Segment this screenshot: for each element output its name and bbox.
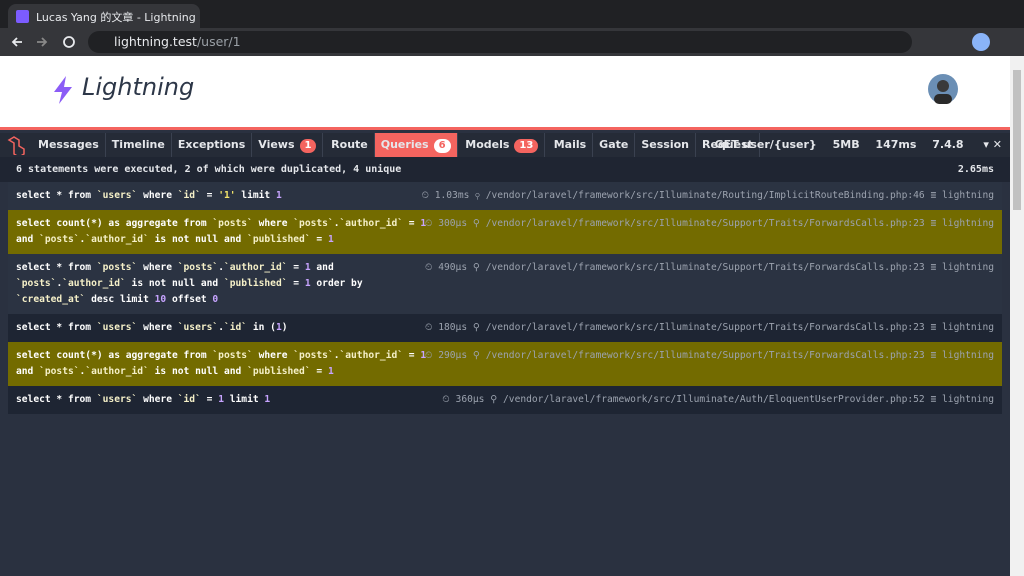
tab-label: Timeline [111,138,165,151]
summary-text: 6 statements were executed, 2 of which w… [16,164,402,175]
tab-label: Views [258,138,295,151]
tab-label: Models [465,138,510,151]
query-connection: lightning [942,190,994,201]
query-meta: ⏲ 300μs ⚲ /vendor/laravel/framework/src/… [424,218,994,229]
debugbar-tab[interactable]: Mails [548,133,594,157]
query-summary: 6 statements were executed, 2 of which w… [0,157,1010,182]
debugbar-tab[interactable]: Views 1 [252,133,324,157]
query-source: /vendor/laravel/framework/src/Illuminate… [485,262,925,273]
query-sql: select count(*) as aggregate from `posts… [16,350,427,377]
debugbar-tab[interactable]: Messages [32,133,106,157]
toolbar-controls[interactable]: ▾ ✕ [983,138,1002,151]
query-row[interactable]: select * from `posts` where `posts`.`aut… [8,254,1002,314]
query-meta: ⏲ 1.03ms ⚲ /vendor/laravel/framework/src… [421,190,994,201]
memory-info: 5MB [832,138,860,151]
query-time: 1.03ms [434,190,470,201]
tab-badge: 6 [433,139,451,153]
query-time: 300μs [438,218,468,229]
browser-tab[interactable]: Lucas Yang 的文章 - Lightning [8,4,200,28]
debugbar-tab[interactable]: Models 13 [459,133,546,157]
query-row[interactable]: select * from `users` where `id` = 1 lim… [8,386,1002,414]
tab-label: Session [641,138,689,151]
query-meta: ⏲ 490μs ⚲ /vendor/laravel/framework/src/… [424,262,994,273]
query-connection: lightning [942,322,994,333]
query-meta: ⏲ 360μs ⚲ /vendor/laravel/framework/src/… [442,394,994,405]
scrollbar[interactable] [1010,56,1024,576]
time-info[interactable]: 147ms [875,138,917,151]
query-row[interactable]: select count(*) as aggregate from `posts… [8,210,1002,254]
query-time: 490μs [438,262,468,273]
tab-label: Exceptions [177,138,246,151]
query-source: /vendor/laravel/framework/src/Illuminate… [485,218,925,229]
query-list: select * from `users` where `id` = '1' l… [8,182,1002,414]
route-info[interactable]: GET user/{user} [714,138,817,151]
scroll-thumb[interactable] [1013,70,1021,210]
favicon [16,10,29,23]
url-path: /user/1 [196,34,241,49]
debugbar-tab[interactable]: Session [635,133,696,157]
query-source: /vendor/laravel/framework/src/Illuminate… [485,350,925,361]
toolbar: lightning.test/user/1 [0,28,1024,56]
query-sql: select count(*) as aggregate from `posts… [16,218,427,245]
query-connection: lightning [942,350,994,361]
debugbar-header: Messages Timeline Exceptions Views 1 Route Que… [0,133,1010,157]
query-row[interactable]: select * from `users` where `users`.`id`… [8,314,1002,342]
tab-badge: 1 [299,139,317,153]
debugbar-tab[interactable]: Gate [593,133,636,157]
tab-label: Route [331,138,368,151]
query-time: 360μs [455,394,485,405]
site-logo[interactable]: Lightning [82,73,195,101]
profile-avatar[interactable] [972,33,990,51]
nav-buttons [11,36,75,48]
tab-label: Messages [38,138,99,151]
debugbar-tab[interactable]: Route [325,133,375,157]
tab-label: Queries [380,138,429,151]
query-meta: ⏲ 290μs ⚲ /vendor/laravel/framework/src/… [424,350,994,361]
total-time: 2.65ms [957,164,994,175]
query-connection: lightning [942,394,994,405]
url-host: lightning.test [114,34,197,49]
debugbar-status: GET user/{user} 5MB 147ms 7.4.8 ▾ ✕ [703,138,1002,151]
user-avatar[interactable] [928,74,958,104]
query-time: 180μs [438,322,468,333]
query-sql: select * from `posts` where `posts`.`aut… [16,262,363,305]
debugbar-tab[interactable]: Queries 6 [374,133,458,157]
query-connection: lightning [942,262,994,273]
laravel-icon[interactable] [6,135,26,155]
query-sql: select * from `users` where `id` = 1 lim… [16,394,271,405]
query-connection: lightning [942,218,994,229]
debugbar-tab[interactable]: Timeline [106,133,172,157]
debugbar-tab[interactable]: Request [696,133,760,157]
query-time: 290μs [438,350,468,361]
tab-label: Gate [599,138,629,151]
tab-title: Lucas Yang 的文章 - Lightning [36,11,196,24]
query-meta: ⏲ 180μs ⚲ /vendor/laravel/framework/src/… [424,322,994,333]
tab-strip: Lucas Yang 的文章 - Lightning [0,0,1024,28]
query-sql: select * from `users` where `users`.`id`… [16,322,288,333]
query-row[interactable]: select count(*) as aggregate from `posts… [8,342,1002,386]
address-bar[interactable]: lightning.test/user/1 [88,31,912,53]
tab-label: Mails [553,138,587,151]
tab-badge: 13 [514,139,539,153]
debugbar-tab[interactable]: Exceptions [172,133,253,157]
query-sql: select * from `users` where `id` = '1' l… [16,190,282,201]
query-source: /vendor/laravel/framework/src/Illuminate… [485,190,925,201]
site-header: Lightning [0,56,1010,130]
tab-label: Request [701,138,753,151]
query-source: /vendor/laravel/framework/src/Illuminate… [485,322,925,333]
php-info: 7.4.8 [932,138,964,151]
logo-icon [54,76,72,104]
query-row[interactable]: select * from `users` where `id` = '1' l… [8,182,1002,210]
query-source: /vendor/laravel/framework/src/Illuminate… [503,394,925,405]
